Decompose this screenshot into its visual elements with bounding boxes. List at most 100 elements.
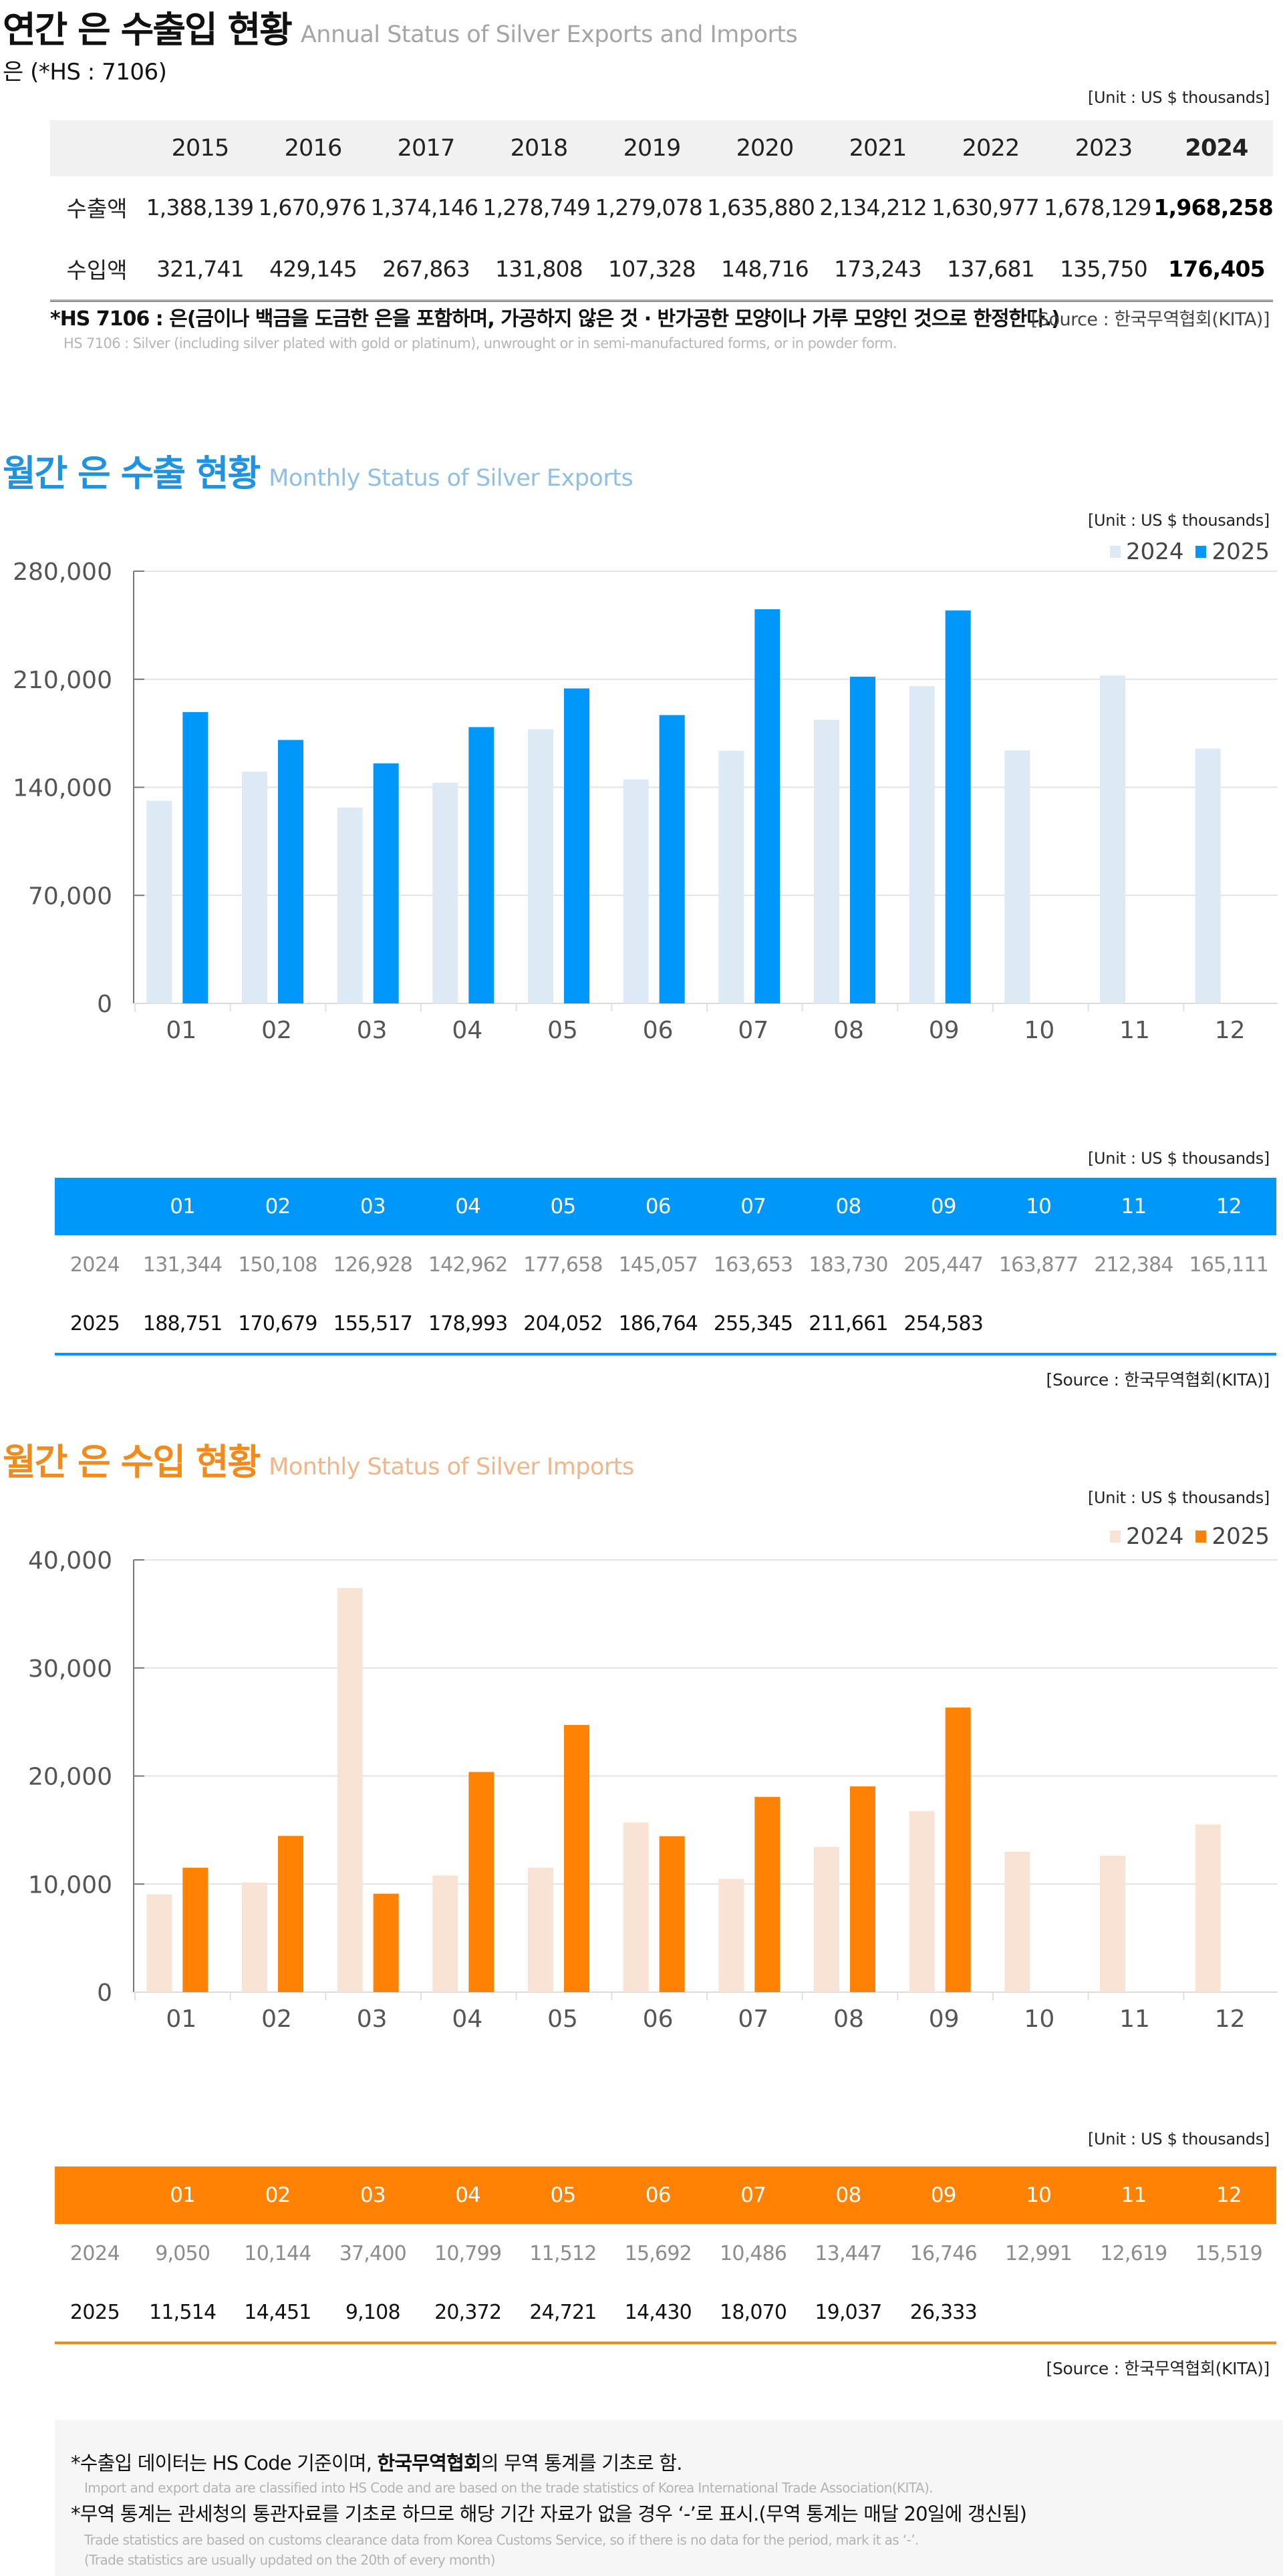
table-cell: 165,111 [1189, 1253, 1269, 1277]
footnote-2-ko: *무역 통계는 관세청의 통관자료를 기초로 하므로 해당 기간 자료가 없을 … [71, 2503, 1027, 2525]
x-tick-label: 09 [929, 1017, 960, 1044]
y-tick-label: 0 [97, 1979, 112, 2007]
month-header: 11 [1121, 1194, 1147, 1219]
exports-title-en: Monthly Status of Silver Exports [269, 465, 633, 492]
table-cell: 150,108 [238, 1253, 317, 1277]
y-tick-label: 30,000 [28, 1655, 112, 1683]
table-cell: 1,278,749 [482, 194, 591, 220]
x-tick-label: 06 [643, 1017, 674, 1044]
table-cell: 10,799 [434, 2241, 502, 2265]
month-header: 12 [1216, 2183, 1242, 2207]
y-tick-label: 20,000 [28, 1764, 112, 1791]
y-tick-label: 210,000 [13, 667, 112, 694]
table-cell: 205,447 [903, 1253, 984, 1277]
table-cell: 178,993 [428, 1311, 508, 1335]
annual-year-header: 2015 [171, 135, 230, 162]
annual-table-bottom-rule [50, 299, 1273, 302]
legend-item-2025: 2025 [1195, 1523, 1270, 1550]
table-cell: 131,808 [495, 255, 583, 282]
bar-2025-02 [278, 1836, 303, 1992]
exports-table-row-2025: 2025 188,751 170,679 155,517 178,993 204… [55, 1294, 1276, 1353]
table-cell: 26,333 [909, 2300, 978, 2324]
legend-item-2024: 2024 [1109, 1523, 1183, 1550]
table-cell: 1,635,880 [707, 194, 815, 220]
x-tick-label: 11 [1119, 2005, 1150, 2033]
footnote-box: *수출입 데이터는 HS Code 기준이며, 한국무역협회의 무역 통계를 기… [55, 2420, 1283, 2576]
bar-2025-08 [850, 676, 875, 1003]
bar-2024-04 [432, 1875, 458, 1992]
table-cell: 13,447 [815, 2241, 882, 2265]
table-cell: 321,741 [156, 255, 245, 282]
month-header: 02 [265, 2183, 291, 2207]
imports-title: 월간 은 수입 현황 Monthly Status of Silver Impo… [3, 1432, 634, 1485]
table-cell: 16,746 [909, 2241, 978, 2265]
bar-2025-08 [850, 1786, 875, 1992]
legend-label: 2024 [1125, 538, 1184, 565]
row-label: 2025 [69, 1311, 120, 1335]
table-cell: 12,619 [1100, 2241, 1167, 2265]
bar-2024-12 [1195, 748, 1221, 1003]
table-cell: 1,678,129 [1044, 194, 1152, 220]
bar-2025-01 [182, 1867, 208, 1992]
annual-year-header: 2018 [510, 135, 569, 162]
y-tick-label: 70,000 [28, 882, 112, 910]
legend-swatch-2024 [1109, 546, 1121, 558]
annual-table: 2015 2016 2017 2018 2019 2020 2021 2022 … [50, 120, 1274, 302]
table-cell: 148,716 [721, 255, 809, 282]
table-cell: 131,344 [142, 1253, 223, 1277]
table-cell: 155,517 [333, 1311, 413, 1335]
imports-title-ko: 월간 은 수입 현황 [3, 1441, 261, 1483]
x-tick-label: 04 [452, 2005, 482, 2033]
annual-unit-label: [Unit : US $ thousands] [1087, 88, 1270, 107]
table-cell: 1,968,258 [1153, 194, 1274, 220]
bar-2024-02 [242, 772, 267, 1003]
row-label: 수출액 [66, 196, 128, 222]
row-label: 2024 [69, 1253, 120, 1277]
month-header: 10 [1026, 2183, 1052, 2207]
bar-2025-07 [754, 609, 780, 1003]
table-cell: 10,486 [720, 2241, 787, 2265]
bar-2024-03 [337, 1588, 363, 1992]
x-tick-label: 12 [1215, 2005, 1246, 2033]
table-cell: 211,661 [809, 1311, 888, 1335]
table-cell: 10,144 [244, 2241, 311, 2265]
bar-2024-08 [814, 719, 839, 1003]
footnote-1-en: Import and export data are classified in… [84, 2480, 934, 2496]
x-tick-label: 02 [261, 1017, 292, 1044]
imports-chart-unit: [Unit : US $ thousands] [1087, 1488, 1270, 1507]
month-header: 07 [740, 2183, 766, 2207]
x-tick-label: 08 [833, 1017, 864, 1044]
exports-legend: 2024 2025 [1098, 538, 1270, 565]
month-header: 03 [360, 1194, 386, 1219]
table-cell: 37,400 [339, 2241, 407, 2265]
exports-chart-unit: [Unit : US $ thousands] [1087, 511, 1270, 530]
month-header: 01 [170, 2183, 196, 2207]
hs-code-note-ko: *HS 7106 : 은(금이나 백금을 도금한 은을 포함하며, 가공하지 않… [50, 307, 1060, 331]
bar-2025-09 [945, 610, 971, 1003]
exports-title: 월간 은 수출 현황 Monthly Status of Silver Expo… [3, 444, 633, 496]
imports-table-row-2024: 2024 9,050 10,144 37,400 10,799 11,512 1… [55, 2224, 1276, 2283]
bar-2024-07 [718, 750, 744, 1003]
table-cell: 107,328 [608, 255, 696, 282]
x-tick-label: 07 [738, 2005, 768, 2033]
annual-year-header: 2020 [736, 135, 795, 162]
x-tick-label: 08 [833, 2005, 864, 2033]
table-cell: 176,405 [1168, 255, 1266, 282]
annual-year-header: 2016 [284, 135, 343, 162]
imports-legend: 2024 2025 [1098, 1523, 1270, 1550]
footnote-1-text-end: 의 무역 통계를 기초로 함. [480, 2452, 683, 2474]
table-cell: 9,050 [155, 2241, 210, 2265]
table-cell: 24,721 [529, 2300, 597, 2324]
annual-table-header: 2015 2016 2017 2018 2019 2020 2021 2022 … [50, 120, 1273, 176]
hs-code-note-en: HS 7106 : Silver (including silver plate… [63, 335, 897, 351]
bar-2024-04 [432, 782, 458, 1003]
annual-subtitle: 은 (*HS : 7106) [3, 59, 167, 86]
table-cell: 126,928 [333, 1253, 413, 1277]
annual-source: [Source : 한국무역협회(KITA)] [1030, 309, 1270, 330]
month-header: 07 [740, 1194, 766, 1219]
x-tick-label: 01 [166, 1017, 196, 1044]
bar-2024-11 [1100, 675, 1125, 1003]
imports-bar-chart: 0 10,000 20,000 30,000 40,000 01 02 03 04 05 06 07 0… [28, 1547, 1278, 2033]
table-cell: 267,863 [382, 255, 470, 282]
x-tick-label: 05 [547, 2005, 578, 2033]
